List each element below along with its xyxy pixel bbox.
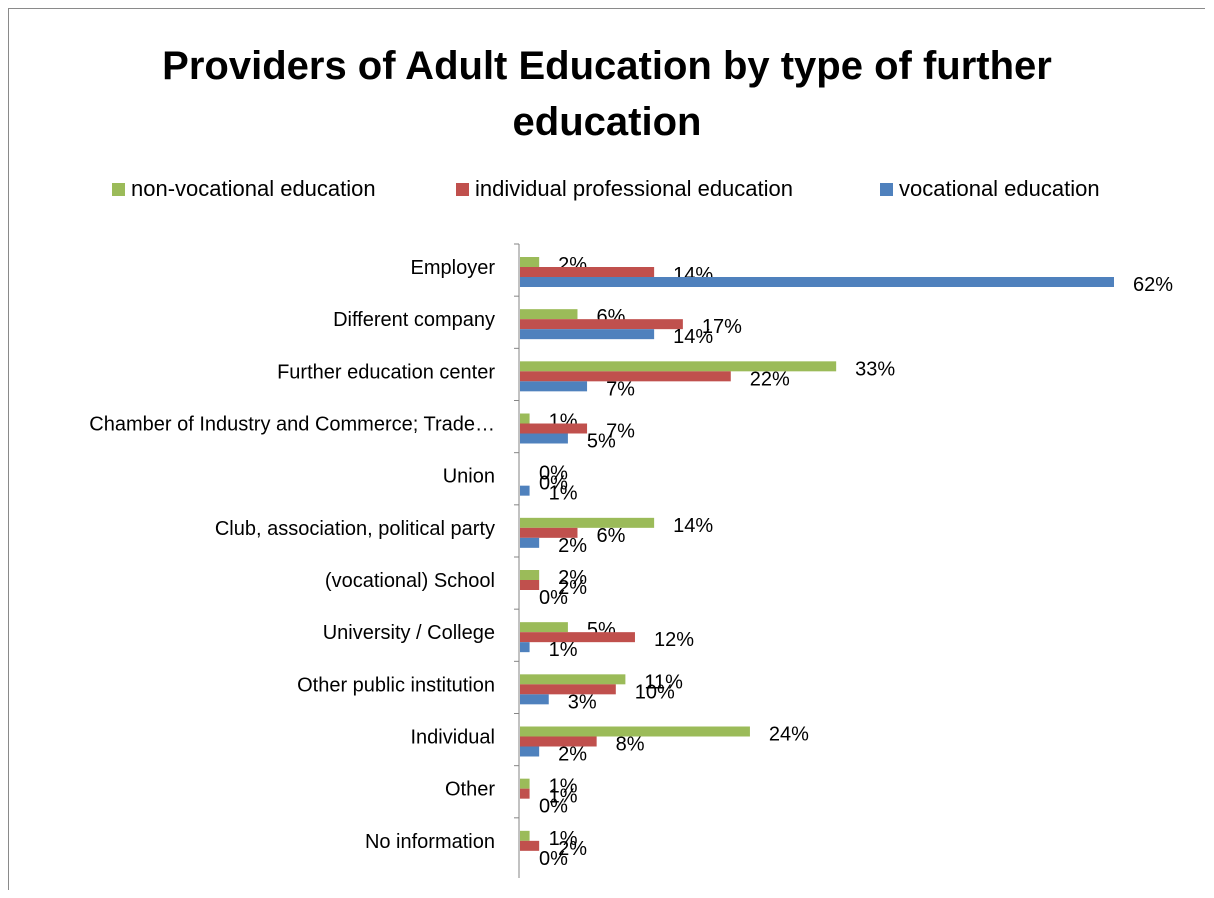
data-label: 1% [549,483,578,505]
category-label: Other public institution [297,674,495,696]
bar-1-6 [520,580,540,590]
data-label: 62% [1133,274,1173,296]
bar-1-1 [520,319,683,330]
data-label: 2% [558,535,587,557]
data-label: 11% [644,671,683,693]
bar-0-2 [520,361,837,372]
chart-title-line-2: education [512,100,702,144]
data-label: 1% [549,786,578,808]
bar-2-8 [520,694,549,705]
legend-swatch-non-vocational [112,182,125,196]
data-label: 1% [549,639,578,661]
data-label: 1% [549,776,578,798]
category-label: Club, association, political party [215,518,495,540]
legend-swatch-vocational [880,182,893,196]
bar-2-2 [520,381,588,392]
category-label: Employer [411,257,496,279]
category-label: Different company [333,309,495,331]
bar-1-2 [520,371,731,382]
bar-1-5 [520,527,578,538]
chart-title: Providers of Adult Education by type of … [0,38,1214,150]
chart-title-line-1: Providers of Adult Education by type of … [162,44,1052,88]
category-label: Union [443,466,495,488]
bar-0-11 [520,830,530,841]
data-label: 2% [558,577,587,599]
data-label: 24% [769,724,809,746]
data-label: 0% [539,848,568,870]
category-label: No information [365,831,495,853]
category-label: Other [445,779,495,801]
legend-item-non-vocational: non-vocational education [112,176,376,202]
bar-1-11 [520,840,540,851]
data-label: 7% [606,378,635,400]
legend-label-individual-professional: individual professional education [475,176,793,201]
bar-2-1 [520,329,655,340]
bar-1-10 [520,788,530,799]
data-label: 2% [558,838,587,860]
bar-1-3 [520,423,588,434]
bar-0-8 [520,674,626,685]
bar-0-3 [520,413,530,424]
chart-legend: non-vocational education individual prof… [0,176,1214,206]
bar-1-8 [520,684,616,695]
bar-2-0 [520,277,1114,287]
bar-2-9 [520,746,540,757]
data-label: 22% [750,368,790,390]
bar-1-7 [520,632,635,643]
bar-0-5 [520,517,655,528]
data-label: 14% [673,326,713,348]
data-label: 8% [616,734,645,756]
bar-0-6 [520,570,540,580]
legend-item-individual-professional: individual professional education [456,176,793,202]
data-label: 0% [539,796,568,818]
data-label: 5% [587,431,616,453]
data-label: 2% [558,567,587,589]
category-label: Chamber of Industry and Commerce; Trade… [89,414,495,436]
data-label: 0% [539,463,568,485]
data-label: 2% [558,744,587,766]
bar-0-10 [520,778,530,789]
category-label: (vocational) School [325,570,495,592]
category-label: University / College [323,622,495,644]
data-label: 1% [549,828,578,850]
data-label: 0% [539,587,568,609]
data-label: 33% [855,358,895,380]
data-label: 6% [596,525,625,547]
data-label: 7% [606,421,635,443]
bar-0-7 [520,622,568,633]
bar-2-3 [520,433,568,444]
data-label: 3% [568,691,597,713]
bar-2-5 [520,537,540,548]
chart-frame [8,8,1205,890]
bar-2-4 [520,485,530,496]
legend-label-vocational: vocational education [899,176,1100,201]
bar-0-1 [520,309,578,320]
bar-1-9 [520,736,597,747]
bar-1-0 [520,267,655,277]
bar-0-0 [520,257,540,267]
legend-item-vocational: vocational education [880,176,1100,202]
category-label: Further education center [277,361,495,383]
category-label: Individual [410,727,495,749]
data-label: 17% [702,316,742,338]
data-label: 12% [654,629,694,651]
data-label: 10% [635,681,675,703]
legend-label-non-vocational: non-vocational education [131,176,376,201]
data-label: 14% [673,515,713,537]
data-label: 0% [539,473,568,495]
bar-2-7 [520,642,530,653]
bar-0-9 [520,726,750,737]
legend-swatch-individual-professional [456,182,469,196]
